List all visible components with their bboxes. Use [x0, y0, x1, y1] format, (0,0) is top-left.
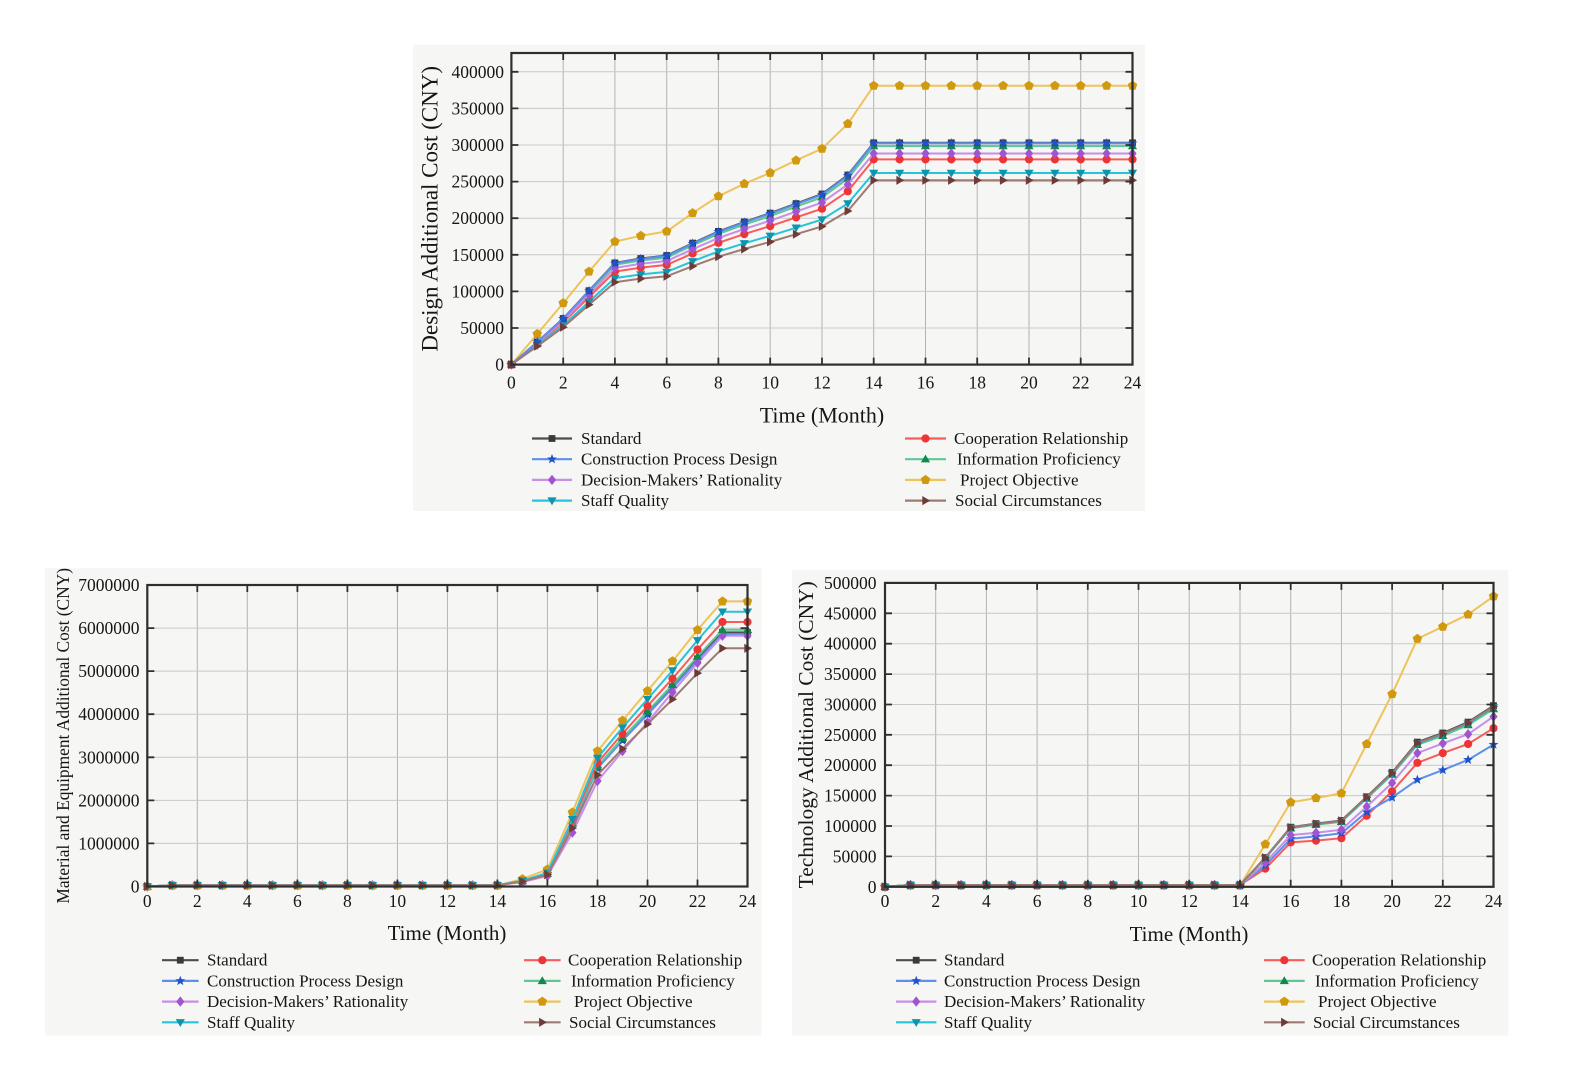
svg-text:Construction Process Design: Construction Process Design [207, 971, 404, 990]
svg-text:500000: 500000 [824, 573, 877, 593]
svg-text:10: 10 [389, 891, 407, 911]
svg-text:Project Objective: Project Objective [574, 992, 693, 1011]
svg-text:22: 22 [1072, 373, 1090, 393]
svg-text:16: 16 [1282, 891, 1300, 911]
svg-text:Design Additional Cost (CNY): Design Additional Cost (CNY) [418, 66, 443, 352]
svg-text:Cooperation Relationship: Cooperation Relationship [1312, 951, 1486, 970]
svg-text:2: 2 [931, 891, 940, 911]
svg-text:4: 4 [243, 891, 252, 911]
svg-text:Social Circumstances: Social Circumstances [955, 491, 1102, 510]
svg-text:2000000: 2000000 [78, 790, 140, 810]
svg-text:18: 18 [1333, 891, 1351, 911]
svg-text:Technology Additional Cost (CN: Technology Additional Cost (CNY) [794, 581, 818, 888]
svg-text:Project Objective: Project Objective [1318, 992, 1437, 1011]
svg-text:0: 0 [143, 891, 152, 911]
svg-text:Time (Month): Time (Month) [1130, 922, 1249, 946]
svg-text:10: 10 [761, 373, 779, 393]
svg-text:16: 16 [917, 373, 935, 393]
svg-text:0: 0 [507, 373, 516, 393]
svg-text:300000: 300000 [452, 135, 505, 155]
svg-text:0: 0 [131, 877, 140, 897]
svg-text:16: 16 [539, 891, 557, 911]
svg-text:2: 2 [193, 891, 202, 911]
svg-text:Information Proficiency: Information Proficiency [571, 971, 735, 990]
svg-text:150000: 150000 [824, 786, 877, 806]
svg-text:Staff Quality: Staff Quality [581, 491, 669, 510]
svg-text:Staff Quality: Staff Quality [944, 1013, 1032, 1032]
svg-text:14: 14 [1231, 891, 1249, 911]
svg-text:22: 22 [689, 891, 707, 911]
svg-text:250000: 250000 [824, 725, 877, 745]
svg-text:14: 14 [865, 373, 883, 393]
svg-text:Standard: Standard [207, 951, 268, 970]
svg-text:4000000: 4000000 [78, 704, 140, 724]
svg-text:Social Circumstances: Social Circumstances [1313, 1013, 1460, 1032]
svg-text:350000: 350000 [452, 98, 505, 118]
svg-text:Construction Process Design: Construction Process Design [944, 971, 1141, 990]
svg-text:6000000: 6000000 [78, 618, 140, 638]
svg-text:400000: 400000 [824, 634, 877, 654]
svg-text:4: 4 [611, 373, 620, 393]
svg-text:Information Proficiency: Information Proficiency [1315, 971, 1479, 990]
svg-text:2: 2 [559, 373, 568, 393]
svg-text:0: 0 [495, 355, 504, 375]
svg-text:8: 8 [1083, 891, 1092, 911]
svg-text:14: 14 [489, 891, 507, 911]
svg-text:12: 12 [1180, 891, 1198, 911]
svg-text:20: 20 [1383, 891, 1401, 911]
svg-text:350000: 350000 [824, 664, 877, 684]
svg-text:Decision-Makers’ Rationality: Decision-Makers’ Rationality [581, 470, 783, 489]
svg-text:6: 6 [1033, 891, 1042, 911]
svg-text:20: 20 [1020, 373, 1038, 393]
svg-text:250000: 250000 [452, 172, 505, 192]
svg-text:18: 18 [968, 373, 986, 393]
svg-text:300000: 300000 [824, 695, 877, 715]
svg-text:Construction Process Design: Construction Process Design [581, 450, 778, 469]
svg-text:12: 12 [813, 373, 831, 393]
svg-text:8: 8 [343, 891, 352, 911]
svg-text:Decision-Makers’ Rationality: Decision-Makers’ Rationality [944, 992, 1146, 1011]
svg-text:Standard: Standard [581, 429, 642, 448]
svg-text:Material and Equipment Additio: Material and Equipment Additional Cost (… [53, 568, 73, 904]
svg-text:150000: 150000 [452, 245, 505, 265]
svg-text:200000: 200000 [824, 755, 877, 775]
svg-text:1000000: 1000000 [78, 833, 140, 853]
svg-text:Time (Month): Time (Month) [760, 403, 884, 428]
svg-text:Social Circumstances: Social Circumstances [569, 1013, 716, 1032]
svg-text:Standard: Standard [944, 951, 1005, 970]
svg-text:200000: 200000 [452, 208, 505, 228]
svg-text:0: 0 [868, 877, 877, 897]
svg-text:100000: 100000 [824, 816, 877, 836]
svg-text:8: 8 [714, 373, 723, 393]
svg-text:18: 18 [589, 891, 607, 911]
svg-text:0: 0 [881, 891, 890, 911]
svg-text:Decision-Makers’ Rationality: Decision-Makers’ Rationality [207, 992, 409, 1011]
svg-text:Time (Month): Time (Month) [388, 921, 507, 945]
svg-text:24: 24 [739, 891, 757, 911]
svg-text:6: 6 [293, 891, 302, 911]
svg-text:12: 12 [439, 891, 457, 911]
svg-text:5000000: 5000000 [78, 661, 140, 681]
svg-text:20: 20 [639, 891, 657, 911]
svg-text:3000000: 3000000 [78, 747, 140, 767]
svg-text:Staff Quality: Staff Quality [207, 1013, 295, 1032]
svg-text:24: 24 [1485, 891, 1503, 911]
svg-text:50000: 50000 [833, 846, 877, 866]
svg-text:4: 4 [982, 891, 991, 911]
svg-text:7000000: 7000000 [78, 575, 140, 595]
svg-text:50000: 50000 [460, 318, 504, 338]
svg-text:22: 22 [1434, 891, 1452, 911]
svg-text:Cooperation Relationship: Cooperation Relationship [568, 951, 742, 970]
svg-text:Project Objective: Project Objective [960, 470, 1079, 489]
svg-text:24: 24 [1124, 373, 1142, 393]
svg-text:400000: 400000 [452, 62, 505, 82]
svg-text:Information Proficiency: Information Proficiency [957, 450, 1121, 469]
svg-text:Cooperation Relationship: Cooperation Relationship [954, 429, 1128, 448]
svg-text:10: 10 [1130, 891, 1148, 911]
svg-text:6: 6 [662, 373, 671, 393]
svg-text:100000: 100000 [452, 281, 505, 301]
svg-text:450000: 450000 [824, 603, 877, 623]
